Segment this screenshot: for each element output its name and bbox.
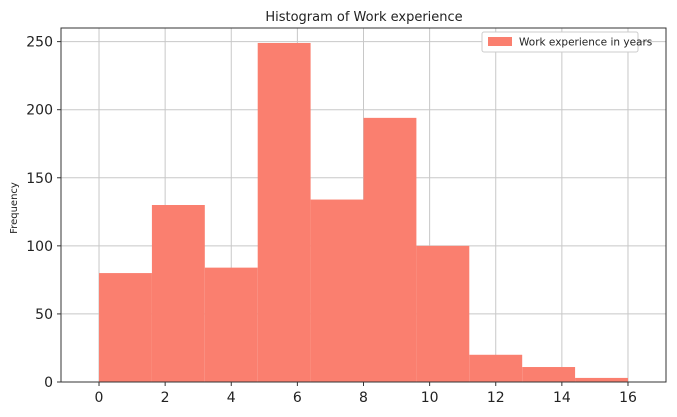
histogram-bar (575, 377, 628, 382)
histogram-bar (416, 245, 470, 382)
x-tick-label: 14 (553, 390, 571, 406)
chart-title: Histogram of Work experience (265, 10, 462, 25)
histogram-bar (151, 205, 205, 382)
x-tick-label: 12 (487, 390, 505, 406)
y-tick-label: 100 (26, 239, 53, 255)
x-tick-label: 4 (227, 390, 236, 406)
x-tick-label: 0 (95, 390, 104, 406)
y-tick-label: 250 (26, 35, 53, 51)
y-axis-label: Frequency (9, 182, 20, 234)
x-tick-label: 16 (619, 390, 637, 406)
x-tick-label: 10 (421, 390, 439, 406)
x-tick-label: 6 (293, 390, 302, 406)
histogram-bar (469, 354, 523, 382)
legend-swatch (488, 37, 512, 46)
x-tick-label: 8 (359, 390, 368, 406)
histogram-bar (99, 273, 152, 382)
y-tick-label: 150 (26, 171, 53, 187)
legend-label: Work experience in years (519, 37, 652, 49)
histogram-bar (363, 117, 417, 382)
x-tick-label: 2 (161, 390, 170, 406)
y-tick-label: 200 (26, 103, 53, 119)
legend: Work experience in years (481, 31, 652, 53)
histogram-bar (204, 267, 258, 382)
y-tick-label: 50 (35, 307, 53, 323)
legend-box (481, 31, 639, 53)
histogram-bar (522, 367, 576, 382)
histogram-bar (257, 42, 311, 382)
y-tick-label: 0 (44, 375, 53, 391)
x-axis-ticks: 0 2 4 6 8 10 12 14 16 (95, 382, 637, 406)
y-axis-ticks: 0 50 100 150 200 250 (26, 35, 61, 391)
histogram-bars (99, 42, 628, 382)
histogram-bar (310, 199, 364, 382)
